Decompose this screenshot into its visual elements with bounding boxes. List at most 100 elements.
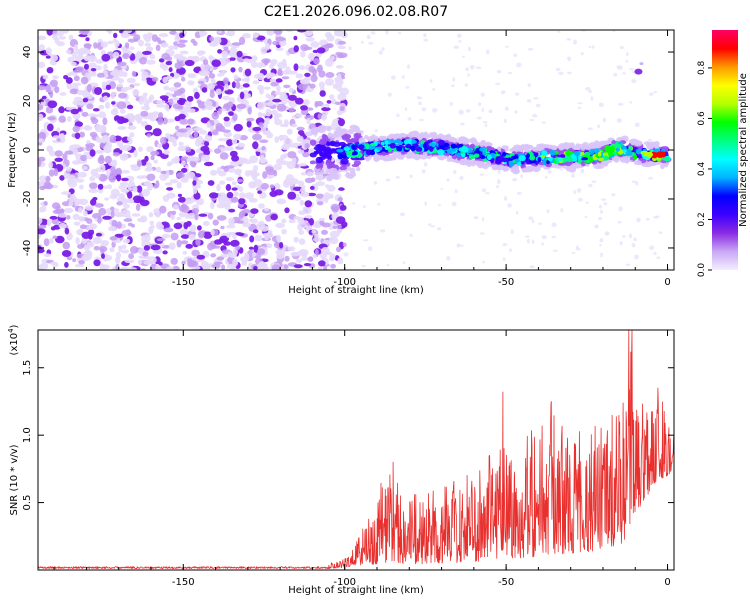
noise-blob bbox=[121, 244, 127, 249]
noise-blob bbox=[232, 233, 237, 240]
noise-blob bbox=[296, 30, 307, 33]
sparse-noise-blob bbox=[598, 217, 603, 221]
noise-blob bbox=[196, 254, 206, 260]
ridge-core-blob bbox=[597, 151, 602, 157]
sparse-noise-blob bbox=[514, 92, 520, 96]
sparse-noise-blob bbox=[648, 92, 654, 96]
ridge-halo-blob bbox=[564, 142, 569, 149]
noise-blob bbox=[107, 184, 112, 190]
sparse-noise-blob bbox=[594, 224, 599, 229]
ridge-core-blob bbox=[450, 144, 456, 149]
noise-blob bbox=[100, 240, 110, 247]
noise-blob bbox=[311, 230, 317, 234]
noise-blob bbox=[84, 205, 94, 211]
sparse-noise-blob bbox=[480, 92, 485, 97]
noise-blob bbox=[337, 93, 347, 101]
noise-blob bbox=[235, 81, 241, 89]
sparse-noise-blob bbox=[560, 208, 564, 213]
sparse-noise-blob bbox=[580, 52, 584, 56]
noise-blob bbox=[326, 100, 332, 104]
noise-blob bbox=[273, 30, 283, 35]
noise-blob bbox=[309, 185, 315, 190]
outlier-blob bbox=[639, 62, 644, 66]
sparse-noise-blob bbox=[551, 235, 556, 239]
noise-blob bbox=[300, 105, 308, 111]
noise-blob bbox=[231, 181, 237, 186]
noise-blob bbox=[324, 78, 335, 86]
noise-blob bbox=[260, 265, 269, 270]
noise-blob bbox=[112, 152, 121, 157]
noise-blob bbox=[242, 83, 250, 88]
noise-blob bbox=[85, 145, 93, 152]
sparse-noise-blob bbox=[576, 188, 582, 193]
noise-blob bbox=[252, 80, 260, 85]
noise-blob bbox=[148, 96, 153, 104]
noise-blob bbox=[201, 87, 208, 93]
noise-blob bbox=[315, 193, 325, 199]
noise-blob bbox=[116, 221, 122, 229]
noise-blob bbox=[49, 54, 59, 62]
sparse-noise-blob bbox=[591, 180, 597, 183]
noise-blob bbox=[257, 220, 266, 229]
snr-series-line bbox=[38, 330, 674, 570]
noise-blob bbox=[55, 205, 61, 210]
noise-blob bbox=[170, 257, 178, 265]
ridge-core-blob bbox=[577, 156, 582, 160]
noise-blob bbox=[258, 203, 265, 209]
noise-blob bbox=[161, 53, 171, 60]
noise-blob bbox=[341, 221, 348, 228]
noise-blob bbox=[132, 186, 138, 193]
noise-blob bbox=[87, 62, 97, 68]
noise-blob bbox=[184, 213, 190, 219]
ridge-halo-blob bbox=[320, 152, 328, 157]
noise-blob bbox=[339, 106, 345, 112]
ridge-halo-blob bbox=[568, 166, 577, 173]
noise-blob bbox=[252, 229, 259, 234]
noise-blob bbox=[47, 123, 54, 132]
sparse-noise-blob bbox=[571, 173, 575, 178]
noise-blob bbox=[304, 143, 310, 149]
noise-blob bbox=[148, 212, 154, 218]
noise-blob bbox=[213, 261, 223, 265]
noise-blob bbox=[110, 206, 115, 211]
noise-blob bbox=[62, 241, 71, 250]
noise-blob bbox=[217, 49, 223, 54]
noise-blob bbox=[203, 59, 209, 66]
noise-blob bbox=[266, 30, 275, 36]
noise-blob bbox=[140, 121, 148, 127]
ridge-core-blob bbox=[510, 155, 518, 160]
noise-blob bbox=[233, 133, 242, 140]
noise-blob bbox=[134, 51, 143, 59]
noise-blob bbox=[337, 40, 347, 45]
noise-blob bbox=[286, 128, 293, 135]
noise-blob bbox=[50, 79, 58, 87]
noise-blob bbox=[222, 95, 230, 101]
ridge-halo-blob bbox=[648, 161, 656, 165]
noise-blob bbox=[173, 204, 179, 210]
noise-blob bbox=[252, 252, 257, 257]
noise-blob bbox=[110, 91, 117, 96]
noise-blob bbox=[180, 240, 189, 245]
noise-blob bbox=[212, 219, 219, 226]
noise-blob bbox=[304, 215, 313, 219]
ridge-halo-blob bbox=[602, 161, 609, 167]
noise-blob bbox=[148, 46, 154, 52]
sparse-noise-blob bbox=[418, 101, 423, 106]
noise-blob bbox=[309, 83, 316, 89]
noise-blob bbox=[293, 45, 299, 53]
noise-blob bbox=[293, 264, 303, 269]
noise-blob bbox=[127, 267, 138, 270]
noise-blob bbox=[133, 149, 138, 158]
noise-blob bbox=[156, 104, 166, 108]
noise-blob bbox=[336, 109, 343, 116]
noise-blob bbox=[50, 261, 57, 266]
ridge-halo-blob bbox=[445, 134, 452, 140]
sparse-noise-blob bbox=[360, 40, 364, 44]
noise-blob bbox=[87, 113, 96, 117]
noise-blob bbox=[108, 174, 117, 183]
ridge-halo-blob bbox=[309, 152, 317, 158]
noise-blob bbox=[288, 219, 296, 224]
spectrogram-y-axis: -40 -20 0 20 40 bbox=[22, 46, 674, 256]
noise-blob bbox=[142, 251, 149, 257]
sparse-noise-blob bbox=[458, 40, 462, 43]
